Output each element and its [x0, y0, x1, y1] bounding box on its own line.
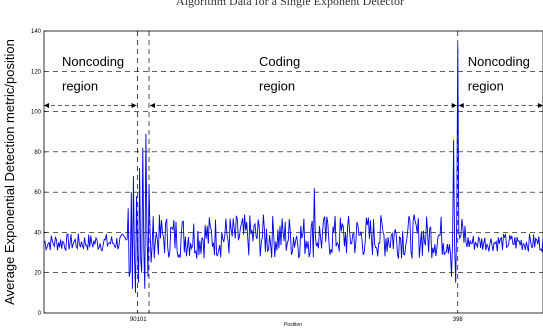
y-axis-ticks: 0 20 40 60 80 100 120 140 [31, 29, 47, 317]
chart-title-fragment: Algorithm Data for a Single Exponent Det… [176, 0, 404, 8]
arrow-head [458, 103, 464, 109]
region-label-line1: Coding [259, 54, 300, 69]
y-tick-label: 120 [31, 69, 42, 75]
region-label-line1: Noncoding [62, 54, 124, 69]
region-arrows [44, 103, 543, 109]
x-tick-label: 101 [137, 317, 148, 323]
y-tick-label: 0 [38, 311, 42, 317]
region-label-line2: region [259, 78, 295, 93]
y-axis-label: Average Exponential Detection metric/pos… [2, 39, 17, 305]
region-label-line1: Noncoding [468, 54, 530, 69]
y-tick-label: 20 [34, 271, 41, 277]
y-tick-label: 100 [31, 110, 42, 116]
region-label-line2: region [62, 78, 98, 93]
arrow-head [451, 103, 457, 109]
y-tick-label: 80 [34, 150, 41, 156]
y-tick-label: 60 [34, 190, 41, 196]
x-axis-label: Position [284, 322, 302, 328]
arrow-head [538, 103, 543, 109]
region-labels: Noncoding region Coding region Noncoding regi… [62, 54, 530, 93]
series-line [43, 45, 543, 293]
x-tick-label: 90 [130, 317, 137, 323]
region-label-line2: region [468, 78, 504, 93]
arrow-head [149, 103, 155, 109]
region-boundaries [137, 31, 459, 313]
y-tick-label: 140 [31, 29, 42, 35]
y-tick-label: 40 [34, 230, 41, 236]
plot-frame [43, 30, 543, 314]
x-tick-label: 398 [453, 317, 464, 323]
arrow-head [44, 103, 49, 109]
arrow-head [131, 103, 137, 109]
